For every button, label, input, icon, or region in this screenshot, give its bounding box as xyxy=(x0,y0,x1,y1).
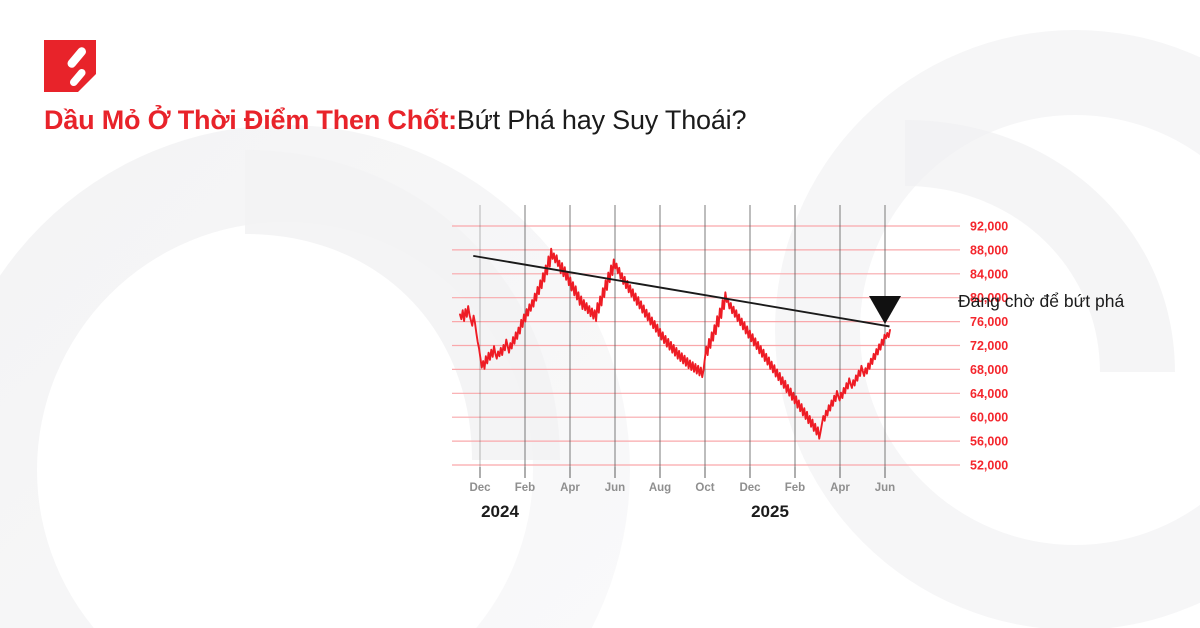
breakout-annotation-label: Đang chờ để bứt phá xyxy=(958,291,1125,311)
x-axis-tick-labels: Dec Feb Apr Jun Aug Oct Dec Feb Apr Jun xyxy=(469,482,895,494)
resistance-trendline xyxy=(473,254,890,328)
svg-text:2025: 2025 xyxy=(751,502,789,521)
page-title-rest: Bứt Phá hay Suy Thoái? xyxy=(456,105,747,135)
year-labels: 2024 2025 xyxy=(481,502,789,521)
svg-text:Feb: Feb xyxy=(785,482,805,494)
svg-text:Aug: Aug xyxy=(649,482,671,494)
page-title: Dầu Mỏ Ở Thời Điểm Then Chốt:Bứt Phá hay… xyxy=(44,103,746,137)
svg-text:52,000: 52,000 xyxy=(970,459,1008,473)
svg-text:60,000: 60,000 xyxy=(970,411,1008,425)
down-triangle-marker-icon xyxy=(869,295,901,324)
document-pen-logo-icon xyxy=(44,40,96,92)
svg-text:Apr: Apr xyxy=(830,482,850,494)
svg-text:Dec: Dec xyxy=(739,482,761,494)
svg-text:Apr: Apr xyxy=(560,482,580,494)
svg-text:92,000: 92,000 xyxy=(970,220,1008,234)
svg-text:Jun: Jun xyxy=(875,482,895,494)
svg-text:68,000: 68,000 xyxy=(970,363,1008,377)
y-axis-tick-labels: 92,00088,00084,00080,00076,00072,00068,0… xyxy=(970,220,1008,473)
svg-text:Oct: Oct xyxy=(695,482,714,494)
x-axis-ticks xyxy=(479,467,886,478)
svg-text:72,000: 72,000 xyxy=(970,339,1008,353)
price-chart: 92,000 88,000 84,000 80,000 76,000 72,000 68,0… xyxy=(440,195,1180,525)
svg-text:Jun: Jun xyxy=(605,482,625,494)
svg-text:64,000: 64,000 xyxy=(970,387,1008,401)
svg-text:Dec: Dec xyxy=(469,482,491,494)
svg-text:84,000: 84,000 xyxy=(970,267,1008,281)
svg-text:88,000: 88,000 xyxy=(970,243,1008,257)
svg-text:56,000: 56,000 xyxy=(970,435,1008,449)
page-title-highlight: Dầu Mỏ Ở Thời Điểm Then Chốt: xyxy=(44,105,457,135)
vertical-gridlines xyxy=(479,205,886,467)
svg-text:76,000: 76,000 xyxy=(970,315,1008,329)
price-chart-svg: 92,00088,00084,00080,00076,00072,00068,0… xyxy=(452,205,1008,521)
svg-text:2024: 2024 xyxy=(481,502,519,521)
svg-text:Feb: Feb xyxy=(515,482,535,494)
